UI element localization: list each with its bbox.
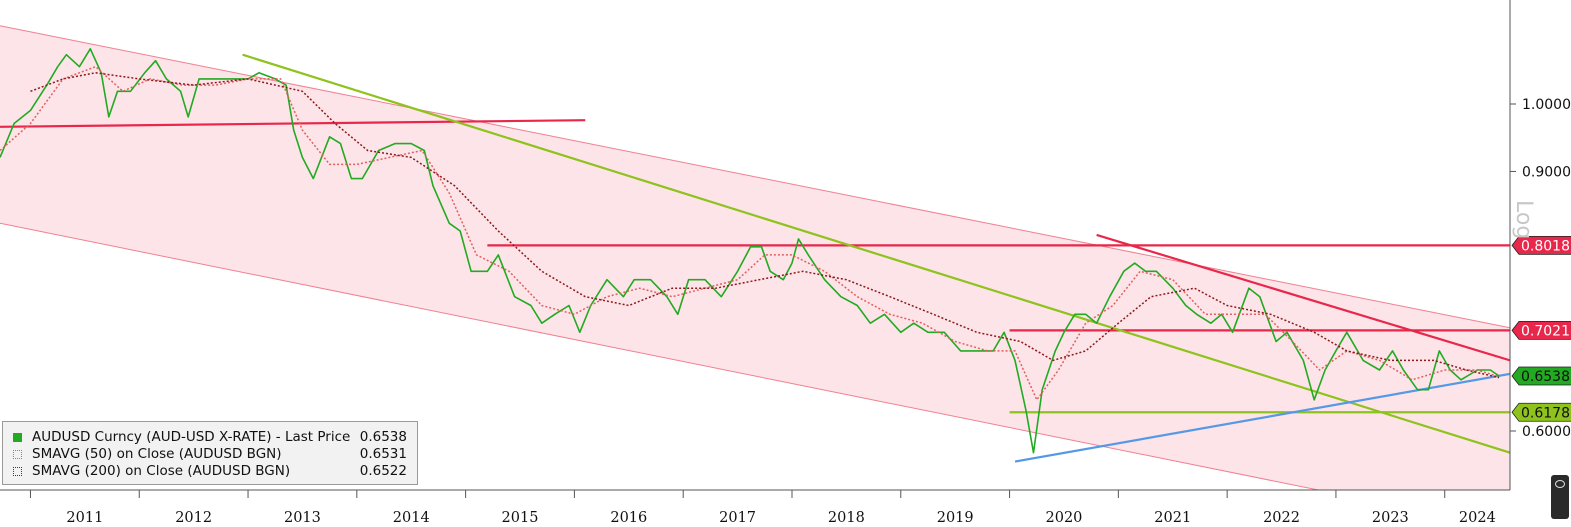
legend-label: SMAVG (50) on Close (AUDUSD BGN): [32, 446, 282, 462]
x-tick-label: 2019: [937, 510, 974, 526]
legend-label: AUDUSD Curncy (AUD-USD X-RATE) - Last Pr…: [32, 429, 351, 445]
trendline-6: [1096, 233, 1510, 362]
x-tick-label: 2016: [610, 510, 647, 526]
x-tick-label: 2015: [502, 510, 539, 526]
x-tick-label: 2020: [1046, 510, 1083, 526]
price-tag-label: 0.6178: [1521, 405, 1570, 421]
channel-lower-edge: [0, 222, 1321, 490]
price-label-layer: 0.8018 0.7021 0.6538 0.6178: [1511, 236, 1571, 422]
price-tag-label: 0.8018: [1521, 238, 1570, 254]
x-tick-label: 2014: [393, 510, 430, 526]
legend-value: 0.6531: [359, 446, 407, 462]
y-tick-label: 0.6000: [1522, 424, 1571, 440]
price-tag-bg: [1511, 366, 1571, 386]
legend-value: 0.6538: [359, 429, 407, 445]
price-tag-bg: [1511, 321, 1571, 340]
legend-label: SMAVG (200) on Close (AUDUSD BGN): [32, 463, 291, 479]
menu-icon: [1555, 480, 1565, 488]
price-tag-bg: [1511, 236, 1571, 255]
channel-band: [0, 25, 1510, 490]
price-tag-label: 0.6538: [1521, 369, 1570, 385]
x-tick-label: 2018: [828, 510, 865, 526]
x-tick-label: 2017: [719, 510, 756, 526]
x-tick-label: 2023: [1372, 510, 1409, 526]
x-tick-label: 2022: [1263, 510, 1300, 526]
x-tick-label: 2011: [66, 510, 103, 526]
price-tag-bg: [1511, 402, 1571, 422]
x-tick-label: 2012: [175, 510, 212, 526]
legend-value: 0.6522: [359, 463, 407, 479]
scale-label: Log: [1511, 200, 1536, 240]
x-tick-label: 2021: [1154, 510, 1191, 526]
y-tick-label: 0.9000: [1522, 164, 1571, 180]
legend-item-sma50: SMAVG (50) on Close (AUDUSD BGN) 0.6531: [3, 446, 413, 463]
legend-swatch-sma200: [13, 467, 22, 476]
x-tick-label: 2024: [1459, 510, 1496, 526]
y-tick-label: 1.0000: [1522, 97, 1571, 113]
legend-item-last-price: AUDUSD Curncy (AUD-USD X-RATE) - Last Pr…: [3, 429, 413, 446]
series-layer: [0, 48, 1500, 454]
chart-menu-button[interactable]: [1551, 475, 1569, 519]
trendline-layer: [0, 53, 1510, 463]
price-tag: 0.7021: [1511, 321, 1571, 340]
trendline-7: [1014, 372, 1510, 463]
legend-swatch-sma50: [13, 450, 22, 459]
price-tag: 0.6178: [1511, 402, 1571, 422]
trendline-5: [242, 53, 1510, 454]
legend-swatch-last-price: [13, 433, 22, 442]
series-line-2: [30, 72, 1500, 379]
legend-item-sma200: SMAVG (200) on Close (AUDUSD BGN) 0.6522: [3, 463, 413, 480]
price-tag: 0.6538: [1511, 366, 1571, 386]
price-tag-label: 0.7021: [1521, 323, 1570, 339]
legend: AUDUSD Curncy (AUD-USD X-RATE) - Last Pr…: [2, 421, 418, 485]
price-tag: 0.8018: [1511, 236, 1571, 255]
x-tick-label: 2013: [284, 510, 321, 526]
